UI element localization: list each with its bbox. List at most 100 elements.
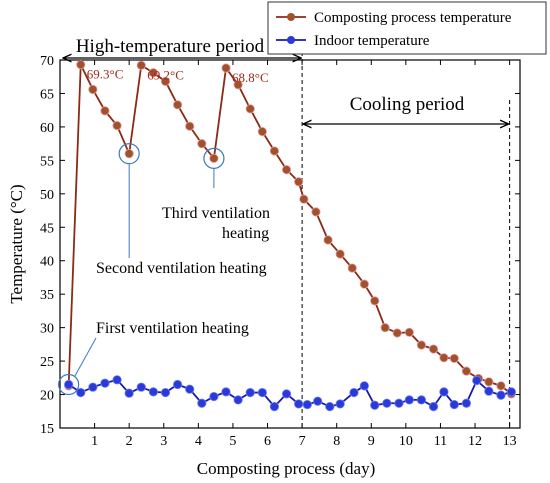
series-0-point-26 bbox=[370, 296, 380, 306]
series-1-point-27 bbox=[382, 398, 392, 408]
series-1-point-29 bbox=[404, 395, 414, 405]
series-1-point-18 bbox=[281, 389, 292, 399]
high-temperature-period-label: High-temperature period bbox=[76, 36, 265, 57]
series-0-point-8 bbox=[160, 76, 171, 87]
legend-label-indoor: Indoor temperature bbox=[314, 33, 430, 49]
series-1-point-12 bbox=[209, 391, 219, 402]
series-0-point-28 bbox=[392, 328, 402, 338]
series-layer bbox=[64, 60, 516, 412]
x-tick-label-5: 5 bbox=[229, 434, 236, 449]
series-0-point-13 bbox=[221, 63, 231, 73]
series-1-point-24 bbox=[349, 387, 359, 398]
y-tick-label-40: 40 bbox=[40, 255, 54, 270]
annotations: 69.3°C 69.2°C 68.8°C bbox=[58, 67, 269, 396]
peak-label-1: 69.2°C bbox=[147, 67, 184, 82]
series-1-point-13 bbox=[221, 387, 231, 397]
series-0-point-15 bbox=[245, 104, 255, 114]
x-tick-label-8: 8 bbox=[333, 434, 340, 449]
series-1-point-22 bbox=[325, 401, 335, 412]
y-tick-label-60: 60 bbox=[40, 121, 54, 136]
series-0-point-19 bbox=[294, 177, 304, 187]
y-tick-label-35: 35 bbox=[40, 288, 54, 303]
series-1-point-7 bbox=[148, 387, 158, 397]
series-0-point-24 bbox=[347, 263, 357, 273]
leader-line-first bbox=[74, 337, 97, 377]
series-1-point-23 bbox=[335, 399, 345, 409]
annotation-second-ventilation: Second ventilation heating bbox=[96, 260, 267, 277]
x-tick-label-3: 3 bbox=[160, 434, 167, 449]
series-0-point-17 bbox=[269, 146, 280, 156]
series-0-point-23 bbox=[335, 249, 345, 259]
peak-label-0: 69.3°C bbox=[87, 67, 124, 82]
annotation-third-ventilation-line2: heating bbox=[222, 225, 269, 242]
series-0-point-16 bbox=[257, 126, 267, 137]
x-tick-label-1: 1 bbox=[91, 434, 98, 449]
series-1-point-5 bbox=[124, 388, 134, 398]
x-axis-title: Composting process (day) bbox=[197, 459, 375, 478]
y-tick-label-15: 15 bbox=[40, 422, 54, 437]
series-0-point-29 bbox=[404, 327, 414, 337]
series-1-point-20 bbox=[302, 399, 312, 410]
series-1-point-1 bbox=[76, 387, 86, 398]
series-0-point-25 bbox=[359, 279, 369, 289]
legend: Composting process temperature Indoor te… bbox=[267, 1, 547, 55]
series-1-point-26 bbox=[370, 400, 380, 410]
y-tick-label-65: 65 bbox=[40, 87, 54, 102]
series-0-point-5 bbox=[124, 149, 134, 159]
legend-marker-indoor bbox=[287, 36, 295, 44]
x-tick-label-6: 6 bbox=[264, 434, 271, 449]
series-1-point-11 bbox=[197, 398, 207, 408]
y-tick-label-55: 55 bbox=[40, 154, 54, 169]
x-tick-label-2: 2 bbox=[126, 434, 133, 449]
series-0-point-14 bbox=[233, 80, 243, 90]
series-0-point-10 bbox=[185, 121, 195, 131]
series-0-point-2 bbox=[88, 84, 98, 95]
series-1-point-30 bbox=[416, 395, 427, 405]
series-0-point-4 bbox=[112, 120, 122, 131]
x-tick-label-9: 9 bbox=[368, 434, 375, 449]
series-1-point-9 bbox=[172, 379, 183, 390]
series-1-point-15 bbox=[245, 387, 255, 398]
y-tick-label-20: 20 bbox=[40, 389, 54, 404]
y-tick-label-45: 45 bbox=[40, 221, 54, 236]
y-tick-label-25: 25 bbox=[40, 355, 54, 370]
series-1-point-6 bbox=[136, 382, 146, 392]
series-0-point-21 bbox=[311, 207, 321, 217]
y-tick-label-50: 50 bbox=[40, 188, 54, 203]
series-1-point-21 bbox=[313, 396, 323, 406]
series-0-point-30 bbox=[416, 340, 427, 350]
series-1-point-16 bbox=[257, 387, 267, 398]
series-1-point-19 bbox=[294, 399, 304, 409]
series-1-point-10 bbox=[185, 384, 195, 394]
series-0-point-32 bbox=[439, 353, 449, 363]
series-1-point-4 bbox=[112, 375, 122, 385]
period-markers bbox=[63, 52, 511, 428]
series-0-point-31 bbox=[428, 344, 439, 354]
series-1-point-33 bbox=[449, 399, 459, 410]
series-0-point-20 bbox=[299, 194, 309, 204]
series-0-point-22 bbox=[323, 235, 333, 245]
cooling-period-label: Cooling period bbox=[350, 94, 465, 115]
x-tick-label-12: 12 bbox=[468, 434, 482, 449]
series-1-point-8 bbox=[160, 387, 171, 398]
series-1-point-17 bbox=[269, 401, 280, 412]
series-1-point-35 bbox=[472, 375, 482, 386]
x-tick-label-13: 13 bbox=[503, 434, 517, 449]
peak-label-2: 68.8°C bbox=[232, 70, 269, 85]
x-tick-label-10: 10 bbox=[399, 434, 413, 449]
series-0-point-12 bbox=[209, 153, 219, 163]
annotation-third-ventilation-line1: Third ventilation bbox=[162, 205, 270, 222]
series-1-point-3 bbox=[100, 378, 110, 388]
series-1-point-34 bbox=[461, 398, 471, 408]
series-1-point-36 bbox=[484, 386, 494, 396]
series-0-point-27 bbox=[380, 323, 390, 333]
annotation-first-ventilation: First ventilation heating bbox=[96, 320, 249, 337]
y-tick-label-70: 70 bbox=[40, 54, 54, 69]
series-0-point-6 bbox=[136, 60, 146, 70]
axes: 1 2 3 4 5 6 7 8 9 10 11 12 1315202530354045505560657… bbox=[40, 54, 520, 449]
series-0-point-11 bbox=[197, 139, 207, 149]
series-1-point-38 bbox=[506, 387, 516, 397]
legend-marker-composting bbox=[287, 13, 295, 21]
series-1-point-25 bbox=[359, 381, 369, 391]
series-1-point-0 bbox=[64, 379, 74, 390]
